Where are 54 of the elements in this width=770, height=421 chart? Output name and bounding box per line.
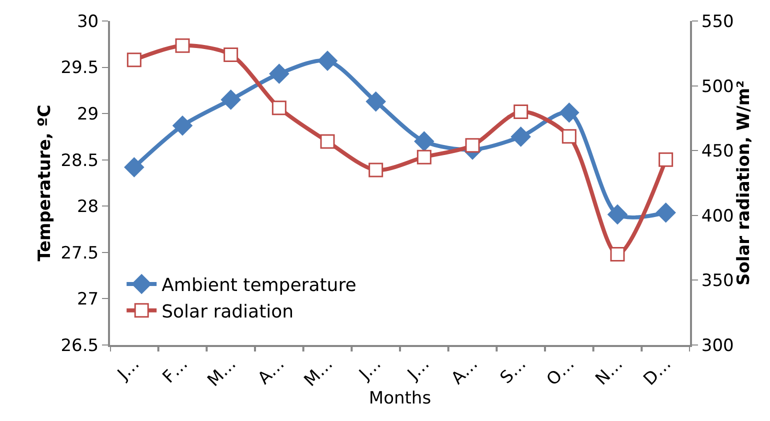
point [658, 152, 674, 167]
point [656, 202, 676, 222]
point [465, 138, 480, 153]
x-tick-label: S… [496, 354, 530, 388]
point [269, 64, 290, 84]
y2-tick-label: 500 [701, 76, 734, 97]
point [272, 100, 286, 116]
legend-label: Ambient temperature [162, 275, 356, 296]
x-tick-label: F… [158, 354, 192, 388]
y-axis-title: Temperature, ºC [34, 104, 55, 262]
x-tick-label: N… [592, 354, 628, 390]
y-tick-label: 28 [76, 197, 99, 218]
y2-tick-label: 550 [701, 12, 734, 32]
x-tick-label: A… [448, 354, 482, 389]
point [224, 47, 238, 62]
y-tick-label: 27.5 [60, 243, 99, 264]
point [514, 104, 528, 119]
x-tick-label: M… [204, 354, 240, 391]
y-tick-label: 30 [76, 12, 99, 32]
point [126, 52, 142, 68]
y-tick-label: 29 [76, 104, 99, 125]
y-tick-label: 27 [76, 290, 99, 310]
y2-tick-label: 450 [701, 142, 734, 162]
point [220, 90, 241, 110]
y2-tick-label: 350 [701, 271, 734, 292]
point [414, 131, 434, 152]
y2-tick-label: 300 [701, 336, 734, 356]
point [608, 204, 628, 224]
y-tick-label: 28.5 [60, 150, 99, 171]
x-tick-label: D… [640, 354, 676, 390]
point [559, 102, 580, 122]
x-tick-label: A… [254, 354, 289, 389]
point [368, 162, 384, 178]
y-tick-label: 26.5 [60, 336, 99, 356]
y-tick-label: 29.5 [60, 58, 99, 78]
point [610, 247, 625, 262]
y2-axis-title: Solar radiation, W/m² [734, 80, 754, 286]
point [366, 92, 386, 112]
x-tick-label: J… [403, 354, 434, 385]
point [416, 150, 432, 164]
y2-tick-label: 400 [701, 206, 734, 226]
point [124, 157, 144, 178]
x-axis-title: Months [368, 388, 432, 409]
point [510, 126, 531, 147]
x-tick-label: J… [113, 354, 144, 385]
point [562, 129, 576, 144]
point [172, 116, 192, 136]
x-tick-label: J… [354, 354, 386, 385]
point [320, 134, 335, 149]
legend-label: Solar radiation [162, 301, 294, 322]
point [318, 50, 338, 71]
x-tick-label: M… [300, 354, 338, 391]
point [175, 38, 190, 53]
x-tick-label: O… [543, 354, 579, 390]
